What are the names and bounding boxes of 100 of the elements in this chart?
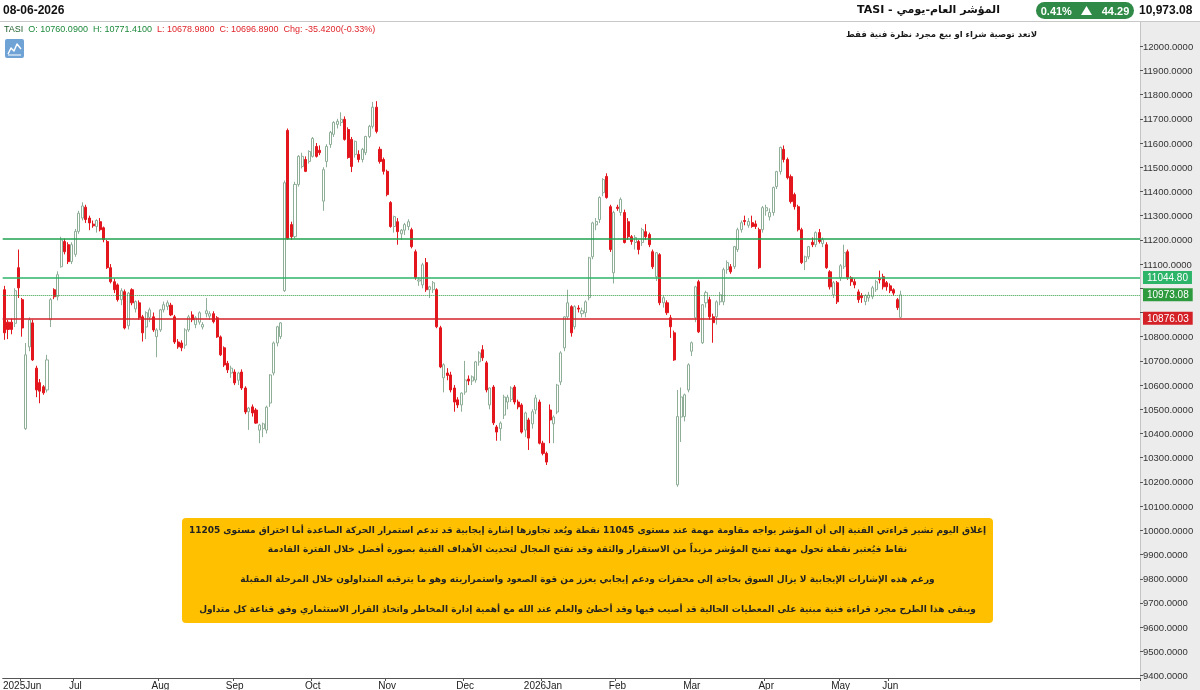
candlestick <box>658 252 661 306</box>
x-tick-label: Aug <box>151 679 170 690</box>
candlestick <box>21 297 24 338</box>
y-tick-label: 9400.0000 <box>1143 670 1188 682</box>
candlestick <box>230 365 233 379</box>
candlestick <box>655 251 658 282</box>
y-tick-label: 11200.0000 <box>1143 234 1193 246</box>
candlestick <box>233 368 236 386</box>
candlestick <box>354 140 357 159</box>
x-tick-label: Oct <box>304 679 321 690</box>
candlestick <box>853 278 856 289</box>
candlestick <box>832 280 835 299</box>
annotation: Chg: -35.4200(-0.33%) <box>283 24 376 34</box>
candlestick <box>857 288 860 304</box>
candlestick <box>414 249 417 281</box>
candlestick <box>254 407 258 425</box>
candlestick <box>304 155 307 173</box>
annotation: C: 10696.8900 <box>219 24 279 34</box>
candlestick <box>495 424 498 442</box>
candlestick <box>67 241 70 265</box>
candlestick <box>751 215 754 229</box>
candlestick <box>499 420 502 442</box>
candlestick <box>134 299 137 313</box>
note-box: إغلاق اليوم تشير قراءتي الفنية إلى أن المؤشر يواجه مقاومة مهمة عند مستوى 11045 نقطة ويُعد تجاوزها إشارة إيجابية قد تدعم استمرار الحركة الصاعدة أما اختراق مستوى 11205 نقاط فيُعتبر نقطة تحول مهمة تمنح المؤشر مزيداً من الاستقرار والثقة وقد تفتح المجال لتحديث الأهداف الفنية بصورة أفضل خلال الفترة القادمة ورغم هذه الإشارات الإيجابية لا يزال السوق بحاجة إلى محفزات ودعم إيجابي يعزز من قوة الصعود واستمراريته وهو ما يترقبه المتداولون خلال المرحلة المقبلة ويبقى هذا الطرح مجرد قراءة فنية مبنية على المعطيات الحالية قد أصيب فيها وقد أخطئ والعلم عند الله مع أهمية إدارة المخاطر واتخاذ القرار الاستثماري وفق قناعة كل متداول <box>182 518 993 623</box>
y-tick-label: 11700.0000 <box>1143 113 1193 125</box>
candlestick <box>481 344 484 362</box>
x-tick-label: Dec <box>456 679 474 690</box>
candlestick <box>836 280 839 305</box>
candlestick <box>421 262 424 289</box>
y-tick-label: 10100.0000 <box>1143 500 1194 512</box>
candlestick <box>31 319 34 362</box>
candlestick <box>205 297 208 318</box>
candlestick <box>28 316 31 352</box>
candlestick <box>432 280 435 294</box>
y-tick-label: 9700.0000 <box>1143 597 1188 609</box>
candlestick <box>492 384 495 426</box>
candlestick <box>549 403 552 444</box>
annotation: إغلاق اليوم تشير قراءتي الفنية إلى أن المؤشر يواجه مقاومة مهمة عند مستوى 11045 نقطة ويُعد تجاوزها إشارة إيجابية قد تدعم استمرار الحركة الصاعدة أما اختراق مستوى 11205 نقاط فيُعتبر نقطة تحول مهمة تمنح المؤشر مزيداً من الاستقرار والثقة وقد تفتح المجال لتحديث الأهداف الفنية بصورة أفضل خلال الفترة القادمة <box>187 523 988 557</box>
y-tick-label: 11400.0000 <box>1143 185 1193 197</box>
x-tick-label: Jun <box>882 679 899 690</box>
candlestick <box>53 287 56 300</box>
candlestick <box>552 414 555 444</box>
candlestick <box>396 217 399 246</box>
candlestick <box>570 304 573 338</box>
candlestick <box>95 218 98 234</box>
candlestick <box>761 205 764 234</box>
candlestick <box>258 423 261 444</box>
candlestick <box>127 291 130 330</box>
candlestick <box>612 210 615 284</box>
candlestick <box>527 417 530 451</box>
candlestick <box>467 374 470 386</box>
y-tick-label: 10400.0000 <box>1143 428 1194 440</box>
annotation: O: 10760.0900 <box>28 24 88 34</box>
candlestick <box>14 287 17 328</box>
candlestick <box>56 270 59 301</box>
candlestick <box>503 394 506 420</box>
candlestick <box>60 236 63 269</box>
candlestick <box>676 389 679 488</box>
candlestick <box>24 342 27 431</box>
candlestick <box>318 144 321 156</box>
candlestick <box>425 257 428 293</box>
y-tick-label: 10800.0000 <box>1143 331 1194 343</box>
candlestick <box>407 218 410 231</box>
candlestick <box>747 217 750 229</box>
candlestick <box>690 341 693 357</box>
candlestick <box>180 339 183 352</box>
candlestick <box>485 360 488 393</box>
x-tick-label: Sep <box>225 679 245 690</box>
candlestick <box>605 172 608 200</box>
candlestick <box>602 177 605 197</box>
candlestick <box>889 282 892 294</box>
candlestick <box>637 239 640 255</box>
candlestick <box>864 293 867 306</box>
y-tick-label: 12000.0000 <box>1143 40 1194 52</box>
candlestick <box>315 142 318 159</box>
y-tick-label: 9800.0000 <box>1143 573 1188 585</box>
chart-title: المؤشر العام-يومي - TASI <box>857 3 1000 16</box>
x-tick-label: 2026Jan <box>523 679 563 690</box>
annotation: ورغم هذه الإشارات الإيجابية لا يزال السوق بحاجة إلى محفزات ودعم إيجابي يعزز من قوة الصعود واستمراريته وهو ما يترقبه المتداولون خلال المرحلة المقبلة <box>239 573 936 587</box>
ref-line-label: 10973.08 <box>1147 289 1190 301</box>
ref-line-label: 11044.80 <box>1147 271 1189 283</box>
x-tick-label: Nov <box>378 679 397 690</box>
y-tick-label: 11500.0000 <box>1143 161 1193 173</box>
candlestick <box>665 299 669 316</box>
candlestick <box>892 287 895 297</box>
candlestick <box>623 209 626 244</box>
annotation: ويبقى هذا الطرح مجرد قراءة فنية مبنية على المعطيات الحالية قد أصيب فيها وقد أخطئ والعلم عند الله مع أهمية إدارة المخاطر واتخاذ القرار الاستثماري وفق قناعة كل متداول <box>198 602 977 617</box>
candlestick <box>130 287 134 306</box>
y-tick-label: 11900.0000 <box>1143 64 1193 76</box>
candlestick <box>754 219 757 230</box>
y-tick-label: 9600.0000 <box>1143 621 1188 633</box>
candlestick <box>393 215 396 234</box>
candlestick <box>811 236 814 248</box>
y-tick-label: 11600.0000 <box>1143 137 1193 149</box>
candlestick <box>166 299 169 311</box>
candlestick <box>325 143 328 168</box>
candlestick <box>697 279 700 334</box>
y-tick-label: 10300.0000 <box>1143 452 1194 464</box>
candlestick <box>673 330 676 362</box>
change-badge: 0.41% 44.29 <box>1036 2 1134 19</box>
